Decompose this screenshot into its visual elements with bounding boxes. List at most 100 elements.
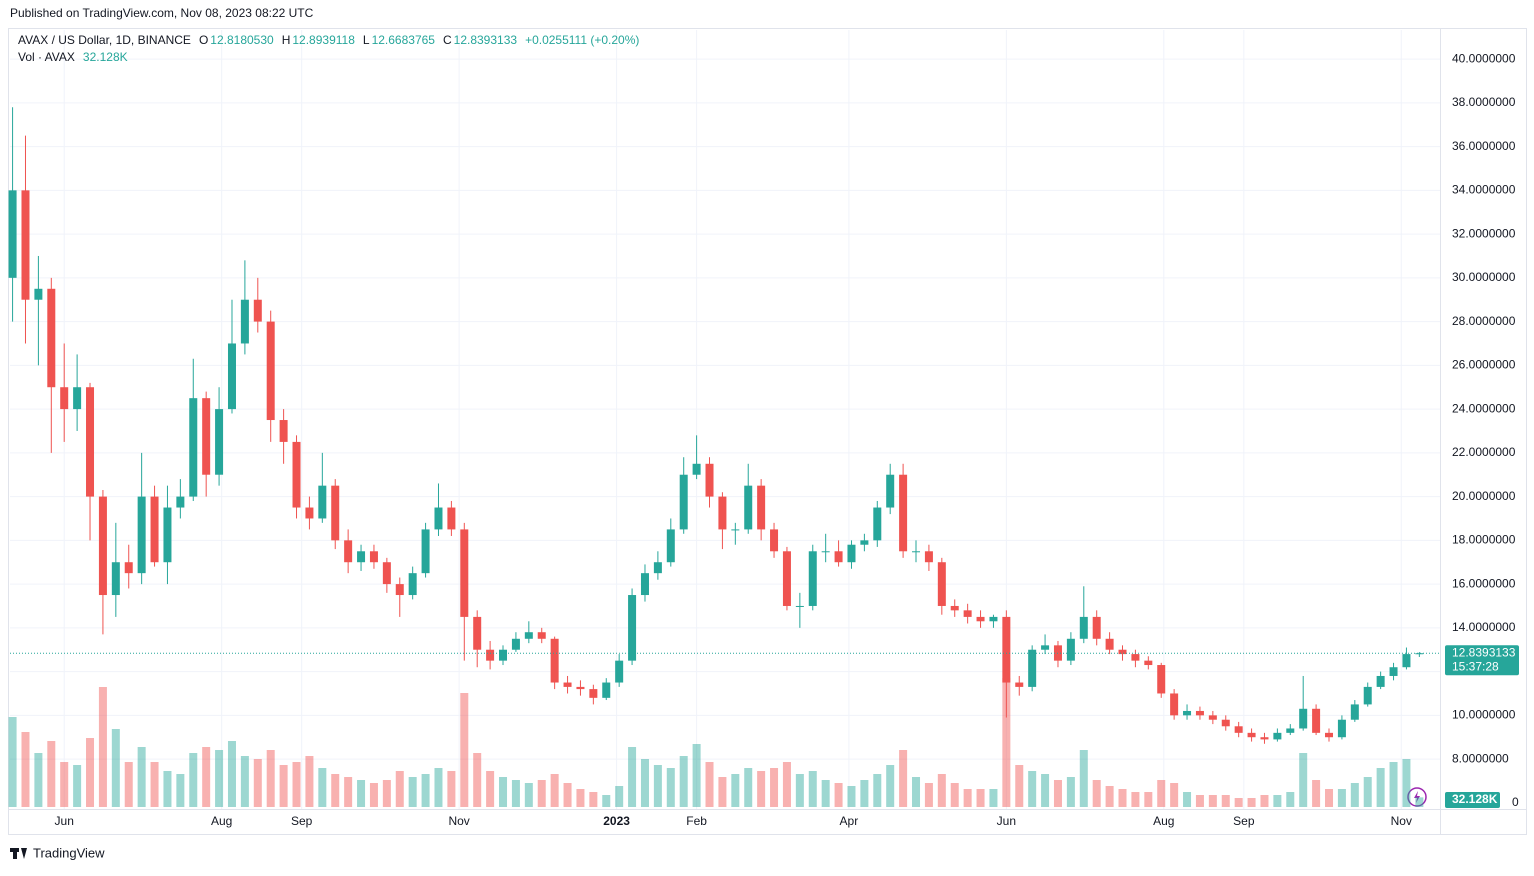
volume-bar xyxy=(292,762,301,807)
candle-body xyxy=(615,660,624,683)
candle-body xyxy=(602,682,611,698)
volume-bar xyxy=(782,762,791,807)
candle-body xyxy=(1195,710,1204,716)
volume-tag-value: 32.128K xyxy=(1452,792,1498,806)
candle-body xyxy=(1118,649,1127,655)
bolt-glyph xyxy=(1414,791,1420,803)
candle-body xyxy=(1002,616,1011,683)
candle-body xyxy=(47,288,56,388)
candle-body xyxy=(8,190,17,278)
y-tick-label: 30.0000000 xyxy=(1452,270,1516,284)
x-tick-label: Nov xyxy=(448,814,469,828)
volume-bar xyxy=(73,765,82,807)
volume-bar xyxy=(1105,786,1114,807)
candle-body xyxy=(60,387,69,410)
volume-bar xyxy=(563,783,572,807)
volume-bar xyxy=(524,783,533,807)
volume-bar xyxy=(1208,795,1217,807)
candle-body xyxy=(808,551,817,606)
candle-body xyxy=(1183,710,1192,716)
volume-bar xyxy=(795,774,804,807)
volume-bar xyxy=(537,780,546,807)
y-tick-label: 28.0000000 xyxy=(1452,314,1516,328)
candle-body xyxy=(511,638,520,650)
volume-bar xyxy=(369,783,378,807)
volume-bar xyxy=(8,717,17,807)
volume-bar xyxy=(653,765,662,807)
volume-bar xyxy=(21,732,30,807)
y-tick-label: 32.0000000 xyxy=(1452,226,1516,240)
volume-bar xyxy=(395,771,404,807)
volume-bar xyxy=(1350,783,1359,807)
candle-body xyxy=(1350,704,1359,720)
volume-bar xyxy=(1402,759,1411,807)
volume-bar xyxy=(718,777,727,807)
volume-tick-label: 0 xyxy=(1512,795,1519,809)
candle-body xyxy=(163,507,172,563)
candle-body xyxy=(563,682,572,687)
volume-bar xyxy=(1195,795,1204,807)
candle-body xyxy=(369,551,378,563)
candle-body xyxy=(782,551,791,606)
candle-body xyxy=(976,616,985,622)
candle-body xyxy=(111,562,120,596)
volume-bar xyxy=(266,750,275,807)
candle-body xyxy=(1247,732,1256,738)
candle-body xyxy=(486,649,495,661)
candle-body xyxy=(124,562,133,574)
volume-bar xyxy=(1299,753,1308,807)
candle-body xyxy=(1234,726,1243,733)
candle-body xyxy=(860,540,869,545)
candle-body xyxy=(421,529,430,574)
ohlc-value: 12.8939118 xyxy=(292,33,355,47)
volume-bar xyxy=(279,765,288,807)
candle-body xyxy=(1376,675,1385,687)
candle-body xyxy=(279,420,288,442)
volume-bar xyxy=(1325,789,1334,807)
candle-body xyxy=(1079,616,1088,639)
candle-body xyxy=(1041,645,1050,650)
candle-body xyxy=(137,496,146,574)
candle-body xyxy=(899,474,908,552)
volume-bar xyxy=(834,783,843,807)
candle-body xyxy=(679,474,688,530)
candle-body xyxy=(1273,732,1282,740)
candle-body xyxy=(834,551,843,563)
volume-bar xyxy=(692,744,701,807)
brand: TradingView xyxy=(33,845,105,860)
volume-bar xyxy=(640,759,649,807)
candle-body xyxy=(963,610,972,617)
volume-bar xyxy=(1170,783,1179,807)
volume-bar xyxy=(1079,750,1088,807)
candle-body xyxy=(1208,715,1217,720)
ohlc-key: H xyxy=(282,33,291,47)
volume-bar xyxy=(770,768,779,807)
x-tick-label: Apr xyxy=(840,814,859,828)
candle-body xyxy=(744,485,753,530)
volume-bar xyxy=(602,795,611,807)
volume-bar xyxy=(1312,780,1321,807)
y-tick-label: 38.0000000 xyxy=(1452,95,1516,109)
y-tick-label: 18.0000000 xyxy=(1452,533,1516,547)
x-tick-label: 2023 xyxy=(603,814,630,828)
volume-bar xyxy=(176,774,185,807)
volume-bar xyxy=(912,777,921,807)
x-tick-label: Feb xyxy=(686,814,707,828)
candle-body xyxy=(1363,686,1372,705)
volume-bar xyxy=(202,747,211,807)
ohlc-value: 12.8393133 xyxy=(454,33,518,47)
candle-body xyxy=(344,540,353,563)
candle-body xyxy=(408,573,417,596)
countdown: 15:37:28 xyxy=(1452,659,1499,673)
candle-body xyxy=(266,321,275,421)
y-tick-label: 40.0000000 xyxy=(1452,51,1516,65)
candle-body xyxy=(1066,638,1075,661)
volume-bar xyxy=(382,780,391,807)
volume-tag xyxy=(1445,792,1500,808)
candle-body xyxy=(718,496,727,530)
candle-body xyxy=(253,299,262,322)
volume-bar xyxy=(460,693,469,807)
volume-bar xyxy=(111,729,120,807)
